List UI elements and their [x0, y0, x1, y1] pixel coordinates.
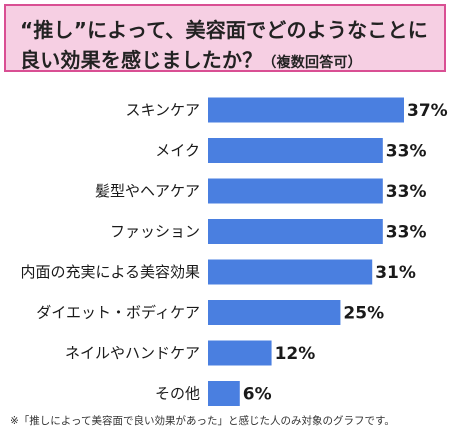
chart-title-line2: 良い効果を感じましたか？（複数回答可）	[20, 44, 362, 73]
chart-title-note: （複数回答可）	[262, 55, 362, 71]
bar-2	[208, 178, 383, 204]
value-label-2: 33%	[386, 182, 427, 202]
bar-1	[208, 138, 383, 163]
category-label-3: ファッション	[110, 223, 200, 241]
chart-title-line2-main: 良い効果を感じましたか？	[20, 48, 263, 72]
category-label-4: 内面の充実による美容効果	[20, 263, 200, 281]
value-label-1: 33%	[386, 142, 427, 162]
bar-3	[208, 219, 383, 244]
value-label-3: 33%	[386, 223, 427, 243]
value-label-4: 31%	[375, 263, 416, 283]
category-label-6: ネイルやハンドケア	[65, 344, 200, 362]
value-label-7: 6%	[243, 385, 272, 405]
category-label-0: スキンケア	[125, 101, 200, 119]
title-box: “推し”によって、美容面でどのようなことに 良い効果を感じましたか？（複数回答可…	[4, 4, 446, 72]
value-label-6: 12%	[275, 344, 316, 364]
category-label-1: メイク	[155, 142, 200, 160]
bar-5	[208, 300, 341, 325]
chart-title-line1: “推し”によって、美容面でどのようなことに	[20, 18, 428, 42]
category-label-2: 髪型やヘアケア	[95, 182, 200, 200]
bar-6	[208, 340, 272, 366]
bar-7	[208, 381, 240, 406]
bar-4	[208, 259, 373, 285]
category-label-7: その他	[155, 385, 200, 403]
footnote: ※「推しによって美容面で良い効果があった」と感じた人のみ対象のグラフです。	[10, 415, 395, 427]
bar-0	[208, 97, 404, 123]
value-label-0: 37%	[407, 101, 448, 121]
category-label-5: ダイエット・ボディケア	[36, 304, 200, 322]
value-label-5: 25%	[343, 304, 384, 324]
